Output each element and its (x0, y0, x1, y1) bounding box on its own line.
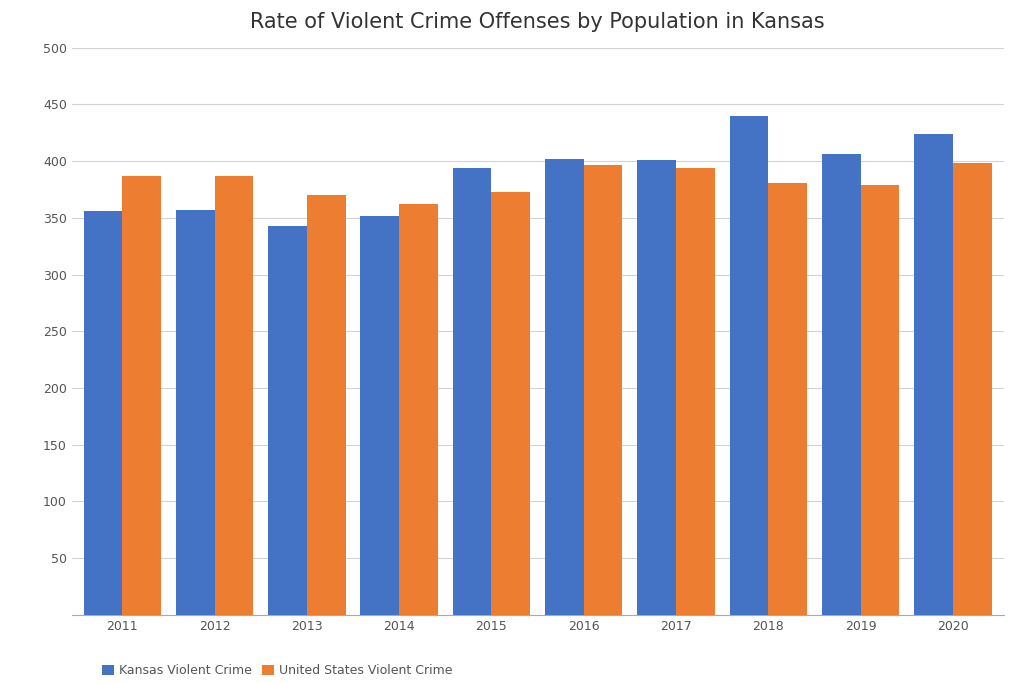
Bar (729, 116, 768, 615)
Bar (860, 185, 899, 615)
Bar (822, 154, 860, 615)
Bar (215, 176, 253, 615)
Legend: Kansas Violent Crime, United States Violent Crime: Kansas Violent Crime, United States Viol… (96, 659, 458, 682)
Bar (676, 168, 715, 615)
Title: Rate of Violent Crime Offenses by Population in Kansas: Rate of Violent Crime Offenses by Popula… (250, 12, 825, 32)
Bar (176, 210, 215, 615)
Bar (584, 165, 623, 615)
Bar (952, 163, 991, 615)
Bar (768, 183, 807, 615)
Bar (492, 192, 530, 615)
Bar (914, 134, 952, 615)
Bar (307, 195, 346, 615)
Bar (453, 168, 492, 615)
Bar (84, 211, 123, 615)
Bar (123, 176, 161, 615)
Bar (399, 204, 438, 615)
Bar (545, 159, 584, 615)
Bar (360, 216, 399, 615)
Bar (268, 226, 307, 615)
Bar (637, 160, 676, 615)
